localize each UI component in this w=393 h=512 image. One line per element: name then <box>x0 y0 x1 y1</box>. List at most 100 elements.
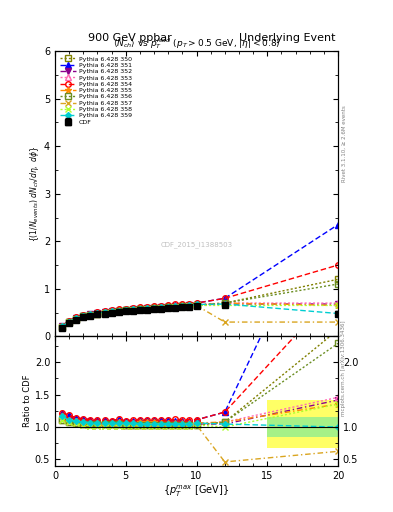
Pythia 6.428 359 <box>187 303 192 309</box>
Pythia 6.428 356 <box>81 313 86 319</box>
Pythia 6.428 351 <box>180 302 185 308</box>
Pythia 6.428 357 <box>159 305 163 311</box>
Pythia 6.428 353 <box>60 323 64 329</box>
Pythia 6.428 350 <box>194 303 199 309</box>
Text: mcplots.cern.ch [arXiv:1306.3436]: mcplots.cern.ch [arXiv:1306.3436] <box>342 321 346 416</box>
Pythia 6.428 356 <box>130 307 135 313</box>
Pythia 6.428 352 <box>166 304 171 310</box>
Line: Pythia 6.428 355: Pythia 6.428 355 <box>59 300 342 330</box>
Pythia 6.428 357 <box>102 310 107 316</box>
Pythia 6.428 351 <box>194 300 199 306</box>
Pythia 6.428 351 <box>74 314 79 321</box>
Pythia 6.428 355 <box>187 302 192 308</box>
Pythia 6.428 350 <box>152 305 156 311</box>
Pythia 6.428 354 <box>166 303 171 309</box>
Pythia 6.428 354 <box>74 314 79 321</box>
Line: Pythia 6.428 352: Pythia 6.428 352 <box>59 301 341 329</box>
Pythia 6.428 352 <box>67 318 72 325</box>
Pythia 6.428 356 <box>109 309 114 315</box>
Text: Underlying Event: Underlying Event <box>239 33 335 44</box>
Pythia 6.428 351 <box>159 303 163 309</box>
Pythia 6.428 357 <box>145 306 149 312</box>
Pythia 6.428 353 <box>173 303 178 309</box>
Pythia 6.428 357 <box>130 307 135 313</box>
Pythia 6.428 359 <box>116 308 121 314</box>
Pythia 6.428 355 <box>95 310 100 316</box>
Pythia 6.428 353 <box>159 304 163 310</box>
Pythia 6.428 355 <box>123 307 128 313</box>
Line: Pythia 6.428 351: Pythia 6.428 351 <box>59 222 341 329</box>
Pythia 6.428 357 <box>194 303 199 309</box>
Pythia 6.428 352 <box>180 303 185 309</box>
Pythia 6.428 359 <box>60 323 64 329</box>
Pythia 6.428 358 <box>109 309 114 315</box>
Pythia 6.428 357 <box>67 319 72 325</box>
Pythia 6.428 359 <box>194 302 199 308</box>
Pythia 6.428 355 <box>173 303 178 309</box>
Pythia 6.428 358 <box>194 303 199 309</box>
Pythia 6.428 358 <box>145 306 149 312</box>
Pythia 6.428 350 <box>187 303 192 309</box>
Pythia 6.428 351 <box>116 306 121 312</box>
Pythia 6.428 359 <box>159 304 163 310</box>
Pythia 6.428 353 <box>102 309 107 315</box>
Pythia 6.428 358 <box>159 305 163 311</box>
Pythia 6.428 357 <box>180 304 185 310</box>
Pythia 6.428 356 <box>336 281 340 287</box>
Pythia 6.428 357 <box>116 309 121 315</box>
Pythia 6.428 359 <box>222 301 227 307</box>
Pythia 6.428 352 <box>81 313 86 319</box>
Pythia 6.428 352 <box>74 315 79 322</box>
Pythia 6.428 351 <box>95 309 100 315</box>
Pythia 6.428 359 <box>95 310 100 316</box>
Pythia 6.428 359 <box>173 303 178 309</box>
Line: Pythia 6.428 358: Pythia 6.428 358 <box>59 302 342 330</box>
Pythia 6.428 358 <box>116 309 121 315</box>
Pythia 6.428 355 <box>138 305 142 311</box>
Pythia 6.428 351 <box>123 306 128 312</box>
Pythia 6.428 356 <box>145 306 149 312</box>
Pythia 6.428 359 <box>336 310 340 316</box>
Pythia 6.428 357 <box>152 306 156 312</box>
Pythia 6.428 359 <box>74 315 79 322</box>
Pythia 6.428 357 <box>60 324 64 330</box>
Pythia 6.428 353 <box>145 305 149 311</box>
Pythia 6.428 355 <box>109 308 114 314</box>
Pythia 6.428 356 <box>166 304 171 310</box>
Pythia 6.428 350 <box>222 300 227 306</box>
Pythia 6.428 356 <box>60 324 64 330</box>
Pythia 6.428 350 <box>95 310 100 316</box>
Pythia 6.428 354 <box>95 309 100 315</box>
Pythia 6.428 358 <box>336 303 340 309</box>
Pythia 6.428 356 <box>88 312 93 318</box>
Bar <box>267 400 338 448</box>
Pythia 6.428 353 <box>123 307 128 313</box>
Line: Pythia 6.428 350: Pythia 6.428 350 <box>59 276 341 330</box>
Pythia 6.428 351 <box>222 295 227 302</box>
Pythia 6.428 358 <box>67 319 72 325</box>
Pythia 6.428 358 <box>222 303 227 309</box>
Pythia 6.428 357 <box>74 316 79 322</box>
Pythia 6.428 351 <box>152 303 156 309</box>
Line: Pythia 6.428 357: Pythia 6.428 357 <box>59 302 342 330</box>
Text: Rivet 3.1.10, ≥ 2.6M events: Rivet 3.1.10, ≥ 2.6M events <box>342 105 346 182</box>
Pythia 6.428 350 <box>138 306 142 312</box>
Pythia 6.428 356 <box>180 303 185 309</box>
Pythia 6.428 355 <box>152 304 156 310</box>
Pythia 6.428 352 <box>194 302 199 308</box>
Pythia 6.428 357 <box>336 319 340 325</box>
Pythia 6.428 353 <box>152 305 156 311</box>
Pythia 6.428 354 <box>60 323 64 329</box>
Pythia 6.428 355 <box>130 306 135 312</box>
Pythia 6.428 359 <box>102 309 107 315</box>
Pythia 6.428 353 <box>222 300 227 306</box>
Pythia 6.428 358 <box>102 310 107 316</box>
Pythia 6.428 357 <box>123 308 128 314</box>
Pythia 6.428 358 <box>123 308 128 314</box>
Pythia 6.428 350 <box>102 309 107 315</box>
Line: Pythia 6.428 354: Pythia 6.428 354 <box>59 262 341 329</box>
Pythia 6.428 358 <box>130 307 135 313</box>
Pythia 6.428 358 <box>95 311 100 317</box>
Pythia 6.428 350 <box>180 303 185 309</box>
Y-axis label: $\{(1/N_{events})\ dN_{ch}/d\eta,\ d\phi\}$: $\{(1/N_{events})\ dN_{ch}/d\eta,\ d\phi… <box>28 146 41 242</box>
